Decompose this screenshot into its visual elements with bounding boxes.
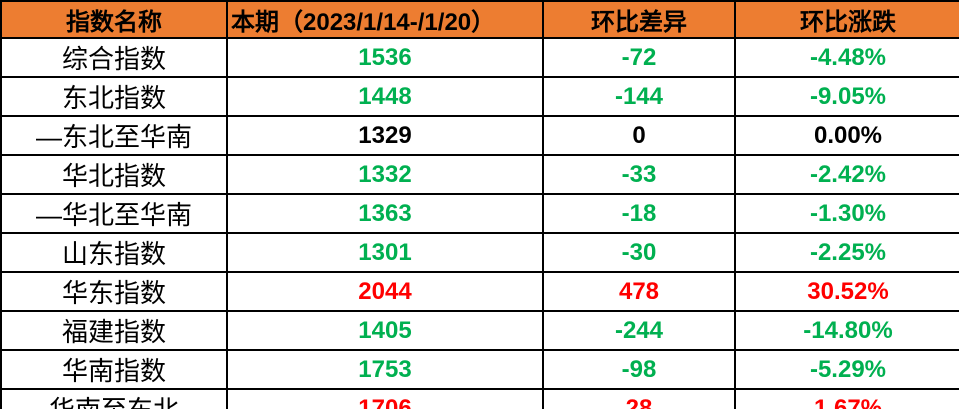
index-name-cell: 华东指数 [0,271,228,312]
current-value-cell: 1448 [226,76,544,117]
current-value-cell: 1301 [226,232,544,273]
index-name-cell: 东北指数 [0,76,228,117]
pct-value-cell: 0.00% [734,115,959,156]
pct-value-cell: -9.05% [734,76,959,117]
index-name-cell: 华南至东北 [0,388,228,409]
diff-value-cell: -18 [542,193,736,234]
header-current-period: 本期（2023/1/14-/1/20） [226,0,544,39]
index-name-cell: 华北指数 [0,154,228,195]
current-value-cell: 1706 [226,388,544,409]
diff-value-cell: -72 [542,37,736,78]
diff-value-cell: 0 [542,115,736,156]
diff-value-cell: 478 [542,271,736,312]
pct-value-cell: -14.80% [734,310,959,351]
current-value-cell: 1405 [226,310,544,351]
table-row: —华北至华南 1363 -18 -1.30% [0,193,959,234]
header-period-diff: 环比差异 [542,0,736,39]
diff-value-cell: -244 [542,310,736,351]
index-name-cell: —华北至华南 [0,193,228,234]
table-row: 综合指数 1536 -72 -4.48% [0,37,959,78]
header-period-change: 环比涨跌 [734,0,959,39]
header-index-name: 指数名称 [0,0,228,39]
pct-value-cell: -5.29% [734,349,959,390]
pct-value-cell: 1.67% [734,388,959,409]
diff-value-cell: -33 [542,154,736,195]
current-value-cell: 1753 [226,349,544,390]
current-value-cell: 1536 [226,37,544,78]
index-name-cell: —东北至华南 [0,115,228,156]
table-body: 综合指数 1536 -72 -4.48% 东北指数 1448 -144 -9.0… [0,37,959,409]
index-name-cell: 山东指数 [0,232,228,273]
pct-value-cell: -2.42% [734,154,959,195]
table-row: 东北指数 1448 -144 -9.05% [0,76,959,117]
diff-value-cell: -144 [542,76,736,117]
table-row: 华南指数 1753 -98 -5.29% [0,349,959,390]
table-row: 华北指数 1332 -33 -2.42% [0,154,959,195]
current-value-cell: 1329 [226,115,544,156]
table-row: —东北至华南 1329 0 0.00% [0,115,959,156]
pct-value-cell: -2.25% [734,232,959,273]
diff-value-cell: 28 [542,388,736,409]
current-value-cell: 1363 [226,193,544,234]
pct-value-cell: -1.30% [734,193,959,234]
diff-value-cell: -98 [542,349,736,390]
diff-value-cell: -30 [542,232,736,273]
index-name-cell: 华南指数 [0,349,228,390]
pct-value-cell: 30.52% [734,271,959,312]
current-value-cell: 1332 [226,154,544,195]
index-name-cell: 综合指数 [0,37,228,78]
table-row: 山东指数 1301 -30 -2.25% [0,232,959,273]
header-row: 指数名称 本期（2023/1/14-/1/20） 环比差异 环比涨跌 [0,0,959,39]
table-row: 华南至东北 1706 28 1.67% [0,388,959,409]
current-value-cell: 2044 [226,271,544,312]
pct-value-cell: -4.48% [734,37,959,78]
index-name-cell: 福建指数 [0,310,228,351]
table-row: 福建指数 1405 -244 -14.80% [0,310,959,351]
table-row: 华东指数 2044 478 30.52% [0,271,959,312]
